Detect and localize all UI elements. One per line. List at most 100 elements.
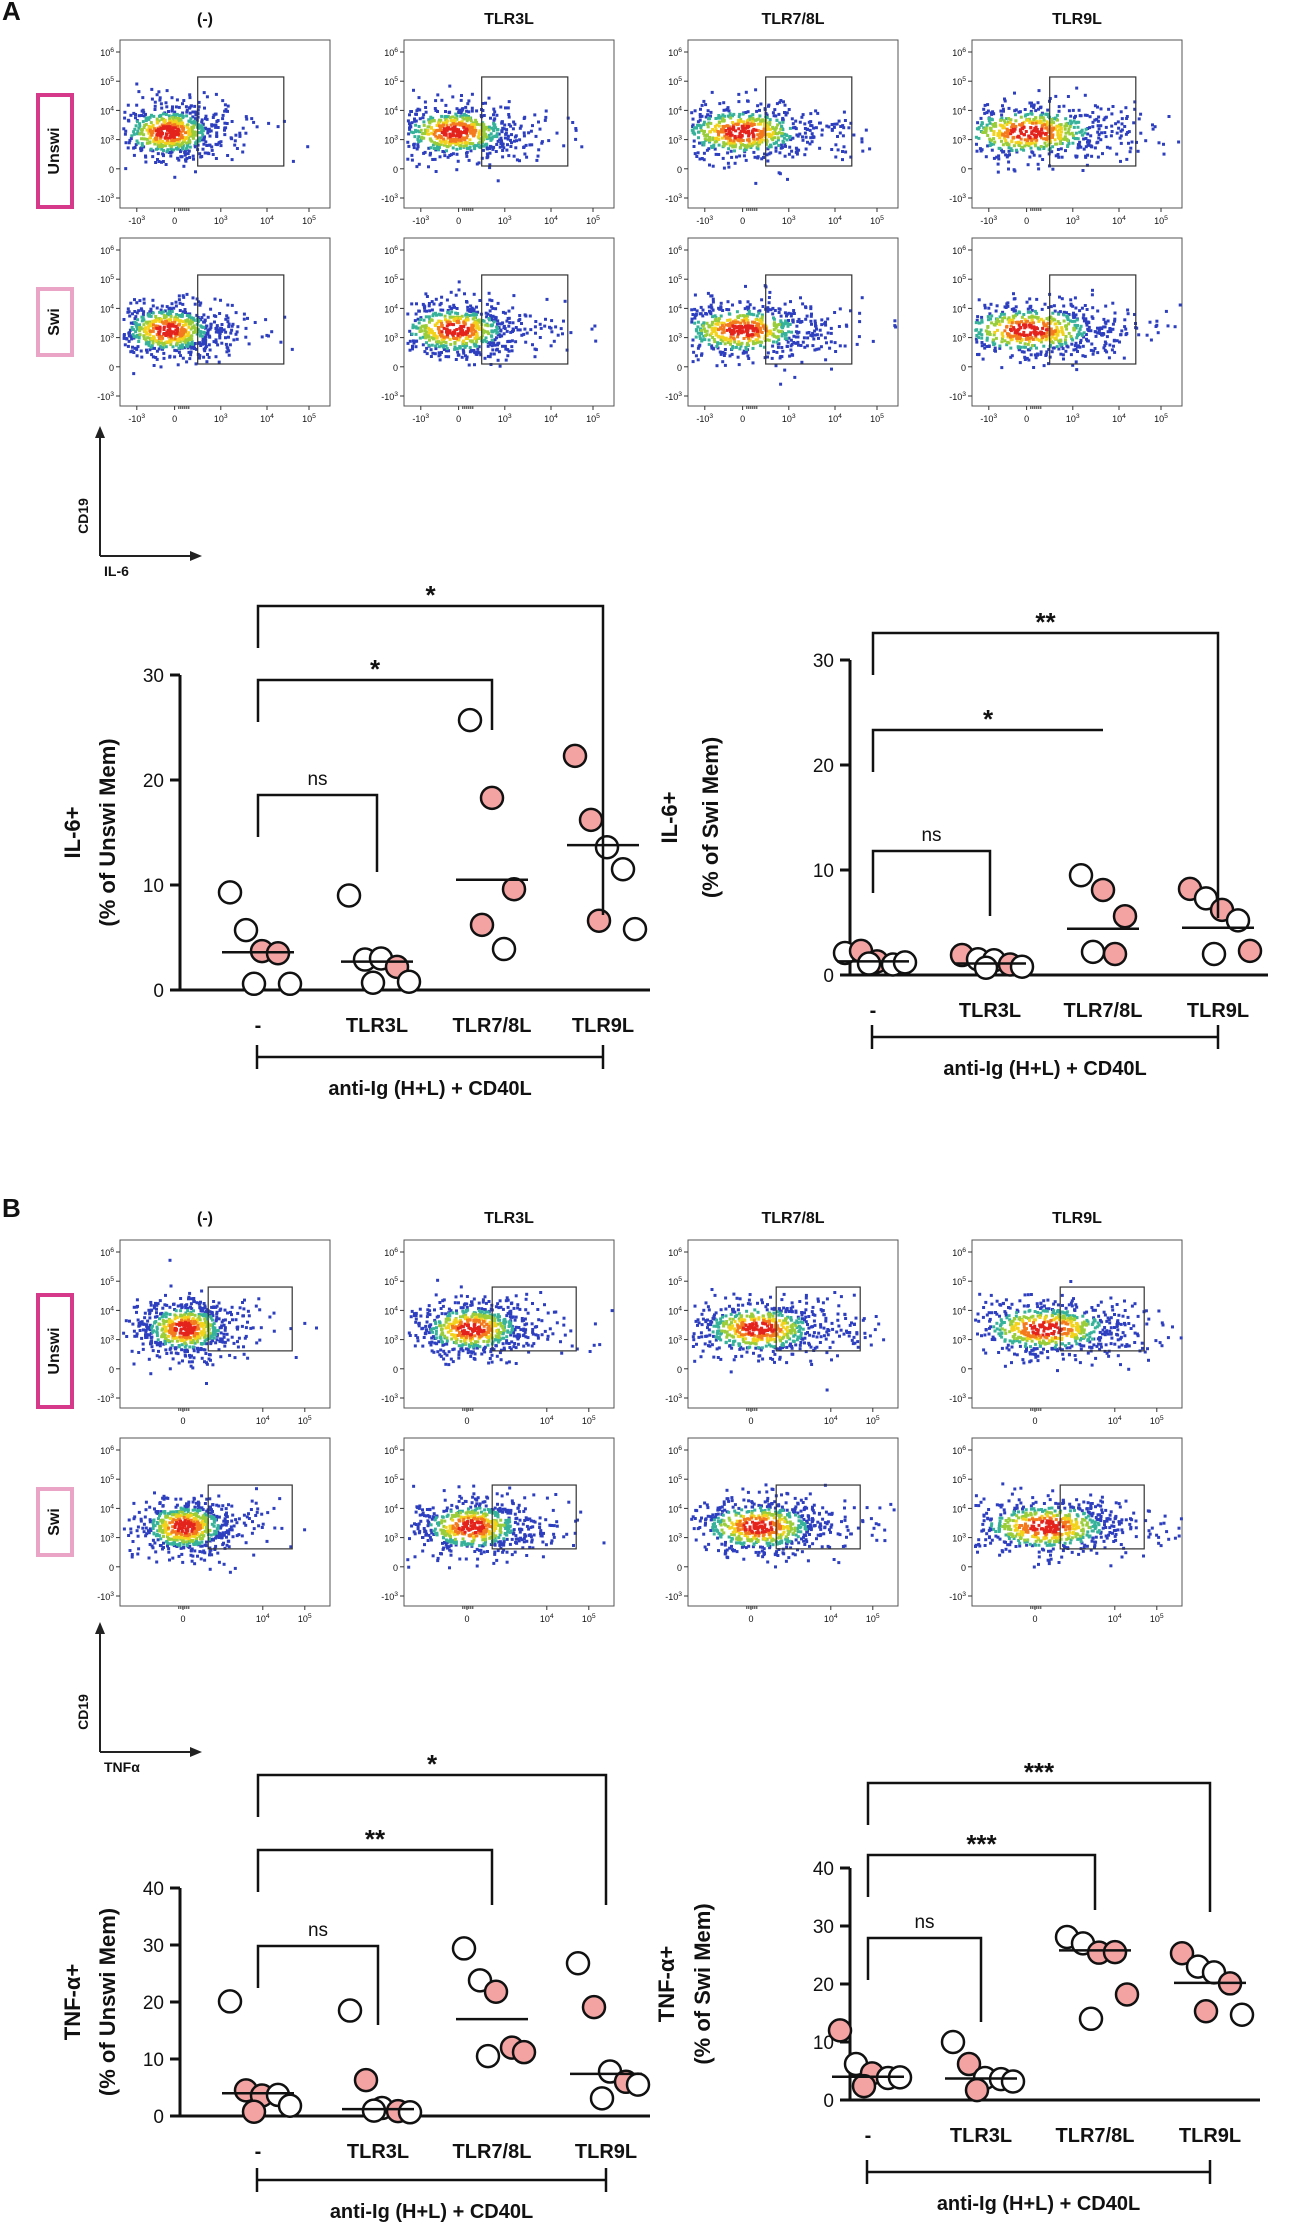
x-tick-label: 103 [1066, 413, 1080, 424]
y-tick-label: 0 [677, 165, 682, 175]
y-tick-label: 10 [143, 2050, 164, 2071]
y-tick-label: 106 [100, 1247, 114, 1258]
x-tick-label: -103 [696, 413, 713, 424]
category-label: - [255, 2141, 262, 2163]
x-tick-label: 104 [1112, 413, 1126, 424]
treatment-bracket: anti-Ig (H+L) + CD40L [872, 1025, 1218, 1080]
y-tick-label: -103 [381, 1591, 398, 1602]
x-tick-label: 104 [256, 1415, 270, 1426]
y-tick-label: 105 [100, 1474, 114, 1485]
y-tick-label: 0 [109, 1563, 114, 1573]
data-point [363, 2100, 385, 2122]
x-tick-label: 0 [1032, 1416, 1037, 1426]
y-tick-label: 105 [952, 274, 966, 285]
category-label: - [865, 2125, 872, 2147]
y-tick-label: 104 [100, 303, 114, 314]
x-tick-label: -103 [980, 215, 997, 226]
significance-label: ** [1035, 607, 1056, 637]
data-point [627, 2074, 649, 2096]
x-tick-label: 105 [1150, 1613, 1164, 1624]
y-tick-label: 104 [100, 1503, 114, 1514]
y-tick-label: 103 [668, 1533, 682, 1544]
data-point [588, 910, 610, 932]
y-tick-label: 104 [384, 303, 398, 314]
x-tick-label: 103 [498, 413, 512, 424]
y-tick-label: 106 [384, 245, 398, 256]
y-tick-label: 0 [961, 1365, 966, 1375]
data-point [1011, 956, 1033, 978]
treatment-label: anti-Ig (H+L) + CD40L [328, 1078, 531, 1100]
data-point [1239, 940, 1261, 962]
y-tick-label: 0 [109, 1365, 114, 1375]
y-tick-label: -103 [97, 1393, 114, 1404]
x-tick-label: 0 [464, 1416, 469, 1426]
significance-bracket: * [258, 654, 492, 730]
column-header: TLR9L [1052, 1210, 1102, 1227]
data-point [453, 1937, 475, 1959]
y-tick-label: 106 [952, 1247, 966, 1258]
category-label: TLR7/8L [453, 1015, 532, 1037]
y-tick-label: 105 [384, 1474, 398, 1485]
data-point [583, 1996, 605, 2018]
y-tick-label: 104 [952, 105, 966, 116]
y-tick-label: -103 [97, 193, 114, 204]
y-tick-label: 104 [668, 105, 682, 116]
data-point [219, 1990, 241, 2012]
data-point [942, 2031, 964, 2053]
data-point [966, 2079, 988, 2101]
x-tick-label: -103 [696, 215, 713, 226]
y-tick-label: 105 [384, 76, 398, 87]
significance-bracket: * [258, 1749, 606, 1905]
row-label-swi: Swi [38, 1489, 72, 1555]
y-tick-label: 103 [952, 1335, 966, 1346]
x-tick-label: -103 [128, 413, 145, 424]
data-point [1114, 905, 1136, 927]
column-header: (-) [197, 1210, 213, 1227]
significance-bracket: ** [873, 607, 1218, 918]
y-tick-label: 103 [100, 1335, 114, 1346]
category-label: TLR9L [1179, 2125, 1241, 2147]
y-tick-label: 103 [384, 1533, 398, 1544]
x-tick-label: 105 [302, 413, 316, 424]
y-tick-label: 0 [393, 1563, 398, 1573]
y-tick-label: 0 [153, 2107, 164, 2128]
y-tick-label: 0 [109, 165, 114, 175]
y-tick-label: 106 [100, 1445, 114, 1456]
data-point [591, 2087, 613, 2109]
data-point [580, 809, 602, 831]
x-tick-label: 103 [782, 413, 796, 424]
data-point [243, 973, 265, 995]
significance-label: *** [966, 1829, 997, 1859]
category-label: TLR9L [575, 2141, 637, 2163]
y-tick-label: 20 [813, 756, 834, 777]
x-tick-label: 0 [1032, 1614, 1037, 1624]
x-tick-label: 104 [260, 215, 274, 226]
y-tick-label: -103 [97, 391, 114, 402]
y-tick-label: 104 [384, 1503, 398, 1514]
x-tick-label: 105 [1154, 215, 1168, 226]
y-tick-label: 105 [384, 1276, 398, 1287]
y-tick-label: 10 [143, 876, 164, 897]
row-label-swi: Swi [38, 289, 72, 355]
data-point [858, 953, 880, 975]
data-point [493, 938, 515, 960]
y-tick-label: 30 [143, 666, 164, 687]
data-point [1082, 941, 1104, 963]
x-tick-label: 0 [456, 414, 461, 424]
x-tick-label: 0 [748, 1614, 753, 1624]
y-tick-label: 20 [813, 1975, 834, 1996]
significance-label: * [425, 580, 436, 610]
data-point [1116, 1983, 1138, 2005]
data-point [1092, 879, 1114, 901]
